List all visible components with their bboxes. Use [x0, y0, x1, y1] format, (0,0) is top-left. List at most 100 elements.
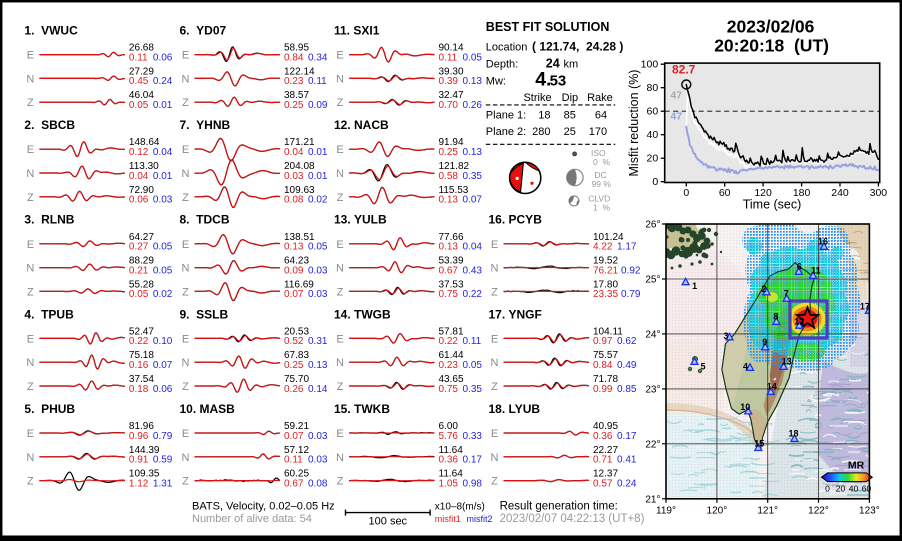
svg-text:26°: 26° [645, 220, 660, 231]
svg-text:DC: DC [594, 170, 606, 180]
svg-text:0.07: 0.07 [153, 360, 173, 371]
svg-text:Z: Z [337, 476, 344, 488]
svg-text:E: E [182, 50, 189, 62]
svg-text:0.52: 0.52 [284, 336, 304, 347]
svg-text:22.27: 22.27 [593, 445, 618, 456]
svg-text:72.90: 72.90 [129, 185, 154, 196]
svg-text:E: E [182, 144, 189, 156]
svg-text:0.97: 0.97 [593, 336, 613, 347]
svg-text:0.25: 0.25 [439, 147, 459, 158]
svg-text:38.57: 38.57 [284, 90, 309, 101]
svg-text:E: E [336, 333, 343, 345]
svg-text:15: 15 [754, 439, 764, 449]
svg-text:100: 100 [641, 59, 659, 71]
svg-text:64.27: 64.27 [129, 232, 154, 243]
svg-text:0.03: 0.03 [153, 195, 173, 206]
svg-text:Z: Z [27, 192, 34, 204]
svg-text:N: N [26, 73, 34, 85]
svg-text:0.35: 0.35 [463, 171, 483, 182]
svg-text:0.05: 0.05 [463, 52, 483, 63]
svg-text:15. TWKB: 15. TWKB [334, 402, 390, 416]
svg-text:0.45: 0.45 [129, 76, 149, 87]
svg-text:0.04: 0.04 [129, 171, 149, 182]
svg-text:240: 240 [831, 187, 849, 199]
svg-text:5. PHUB: 5. PHUB [24, 402, 75, 416]
svg-text:0.25: 0.25 [284, 360, 304, 371]
svg-text:0.43: 0.43 [463, 265, 483, 276]
svg-text:122.14: 122.14 [284, 66, 315, 77]
svg-text:0.02: 0.02 [308, 195, 328, 206]
svg-text:0.26: 0.26 [463, 100, 483, 111]
svg-text:Plane 1:: Plane 1: [486, 109, 526, 121]
svg-text:1.17: 1.17 [617, 242, 637, 253]
svg-text:0.25: 0.25 [284, 100, 304, 111]
svg-text:0: 0 [652, 176, 658, 188]
svg-text:0.22: 0.22 [439, 336, 459, 347]
svg-text:0.84: 0.84 [284, 52, 304, 63]
svg-text:Strike: Strike [523, 92, 551, 104]
svg-text:43.65: 43.65 [439, 374, 464, 385]
svg-text:39.30: 39.30 [439, 66, 464, 77]
svg-text:4.: 4. [535, 69, 551, 91]
svg-text:0.49: 0.49 [617, 360, 637, 371]
svg-text:E: E [491, 239, 498, 251]
svg-text:0.36: 0.36 [439, 455, 459, 466]
svg-text:12: 12 [794, 316, 804, 326]
svg-text:17. YNGF: 17. YNGF [489, 307, 542, 321]
svg-text:0.01: 0.01 [153, 171, 173, 182]
svg-text:82.7: 82.7 [672, 63, 696, 77]
svg-text:0.23: 0.23 [284, 76, 304, 87]
svg-text:0.58: 0.58 [439, 171, 459, 182]
svg-text:4. TPUB: 4. TPUB [24, 307, 74, 321]
svg-text:11.64: 11.64 [439, 445, 464, 456]
svg-text:47: 47 [670, 90, 682, 102]
svg-text:20.53: 20.53 [284, 326, 309, 337]
svg-text:122°: 122° [808, 505, 829, 516]
svg-text:91.94: 91.94 [439, 137, 464, 148]
svg-text:Time (sec): Time (sec) [743, 198, 802, 212]
svg-text:0.09: 0.09 [308, 100, 328, 111]
svg-text:171.21: 171.21 [284, 137, 315, 148]
svg-text:18: 18 [538, 109, 550, 121]
svg-text:0.05: 0.05 [129, 100, 149, 111]
svg-text:E: E [336, 428, 343, 440]
svg-text:80: 80 [647, 82, 659, 94]
svg-text:21°: 21° [645, 494, 660, 505]
svg-text:81.96: 81.96 [129, 421, 154, 432]
svg-text:Z: Z [491, 286, 498, 298]
svg-text:misfit2: misfit2 [467, 514, 493, 524]
svg-text:0.13: 0.13 [439, 195, 459, 206]
svg-text:121°: 121° [757, 505, 778, 516]
svg-text:E: E [27, 144, 34, 156]
svg-text:75.70: 75.70 [284, 374, 309, 385]
svg-text:E: E [182, 333, 189, 345]
svg-text:20:20:18 (UT): 20:20:18 (UT) [714, 36, 829, 56]
svg-text:N: N [182, 263, 190, 275]
svg-text:64.23: 64.23 [284, 256, 309, 267]
svg-text:Z: Z [182, 97, 189, 109]
svg-text:0.84: 0.84 [593, 360, 613, 371]
svg-text:99 %: 99 % [592, 179, 612, 189]
svg-text:0.06: 0.06 [129, 195, 149, 206]
svg-text:Z: Z [182, 476, 189, 488]
svg-text:61.44: 61.44 [439, 350, 464, 361]
svg-text:0.31: 0.31 [308, 336, 328, 347]
svg-text:53.39: 53.39 [439, 256, 464, 267]
svg-text:75.57: 75.57 [593, 350, 618, 361]
svg-text:25: 25 [564, 126, 576, 138]
svg-text:0.18: 0.18 [129, 384, 149, 395]
svg-text:24: 24 [546, 57, 560, 71]
svg-text:N: N [26, 452, 34, 464]
svg-text:0.07: 0.07 [284, 289, 304, 300]
svg-text:0.03: 0.03 [308, 289, 328, 300]
svg-text:40.95: 40.95 [593, 421, 618, 432]
svg-text:N: N [182, 168, 190, 180]
svg-text:0.17: 0.17 [617, 431, 637, 442]
svg-text:N: N [182, 357, 190, 369]
svg-text:0.21: 0.21 [129, 265, 149, 276]
svg-text:24°: 24° [645, 329, 660, 340]
svg-text:0.11: 0.11 [463, 336, 482, 347]
svg-text:280: 280 [532, 126, 550, 138]
svg-text:0.92: 0.92 [621, 265, 641, 276]
svg-text:CLVD: CLVD [588, 194, 610, 204]
